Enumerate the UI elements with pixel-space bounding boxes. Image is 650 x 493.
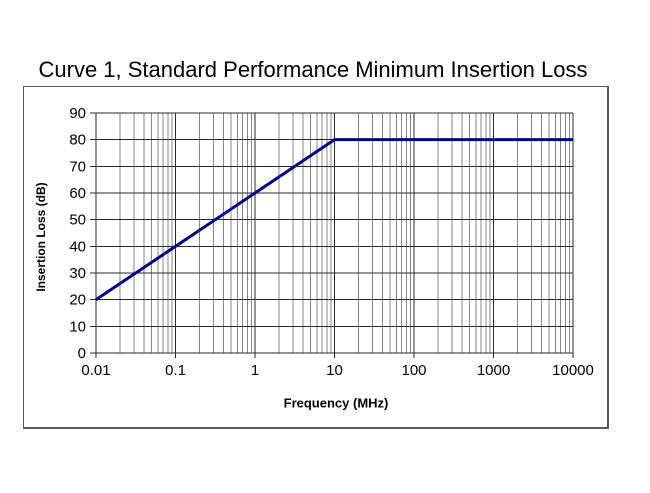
x-tick-label: 100 [401, 362, 426, 379]
y-tick-label: 40 [69, 238, 86, 255]
y-tick-label: 20 [69, 292, 86, 309]
y-tick-label: 50 [69, 212, 86, 229]
y-axis-title: Insertion Loss (dB) [34, 182, 48, 292]
x-tick-label: 1 [251, 362, 259, 379]
y-tick-label: 70 [69, 158, 86, 175]
y-tick-label: 90 [69, 105, 86, 122]
y-tick-label: 30 [69, 265, 86, 282]
chart-title: Curve 1, Standard Performance Minimum In… [38, 57, 588, 82]
x-tick-label: 0.01 [81, 362, 110, 379]
chart-border [23, 86, 609, 429]
series-line [95, 138, 573, 301]
x-tick-label: 0.1 [165, 362, 186, 379]
x-axis-title: Frequency (MHz) [283, 395, 389, 411]
y-tick-label: 0 [78, 345, 86, 362]
x-tick-label: 1000 [477, 362, 510, 379]
y-tick-label: 10 [69, 318, 86, 335]
y-tick-label: 60 [69, 185, 86, 202]
y-tick-label: 80 [69, 132, 86, 149]
x-tick-label: 10000 [552, 362, 594, 379]
x-tick-label: 10 [326, 362, 343, 379]
